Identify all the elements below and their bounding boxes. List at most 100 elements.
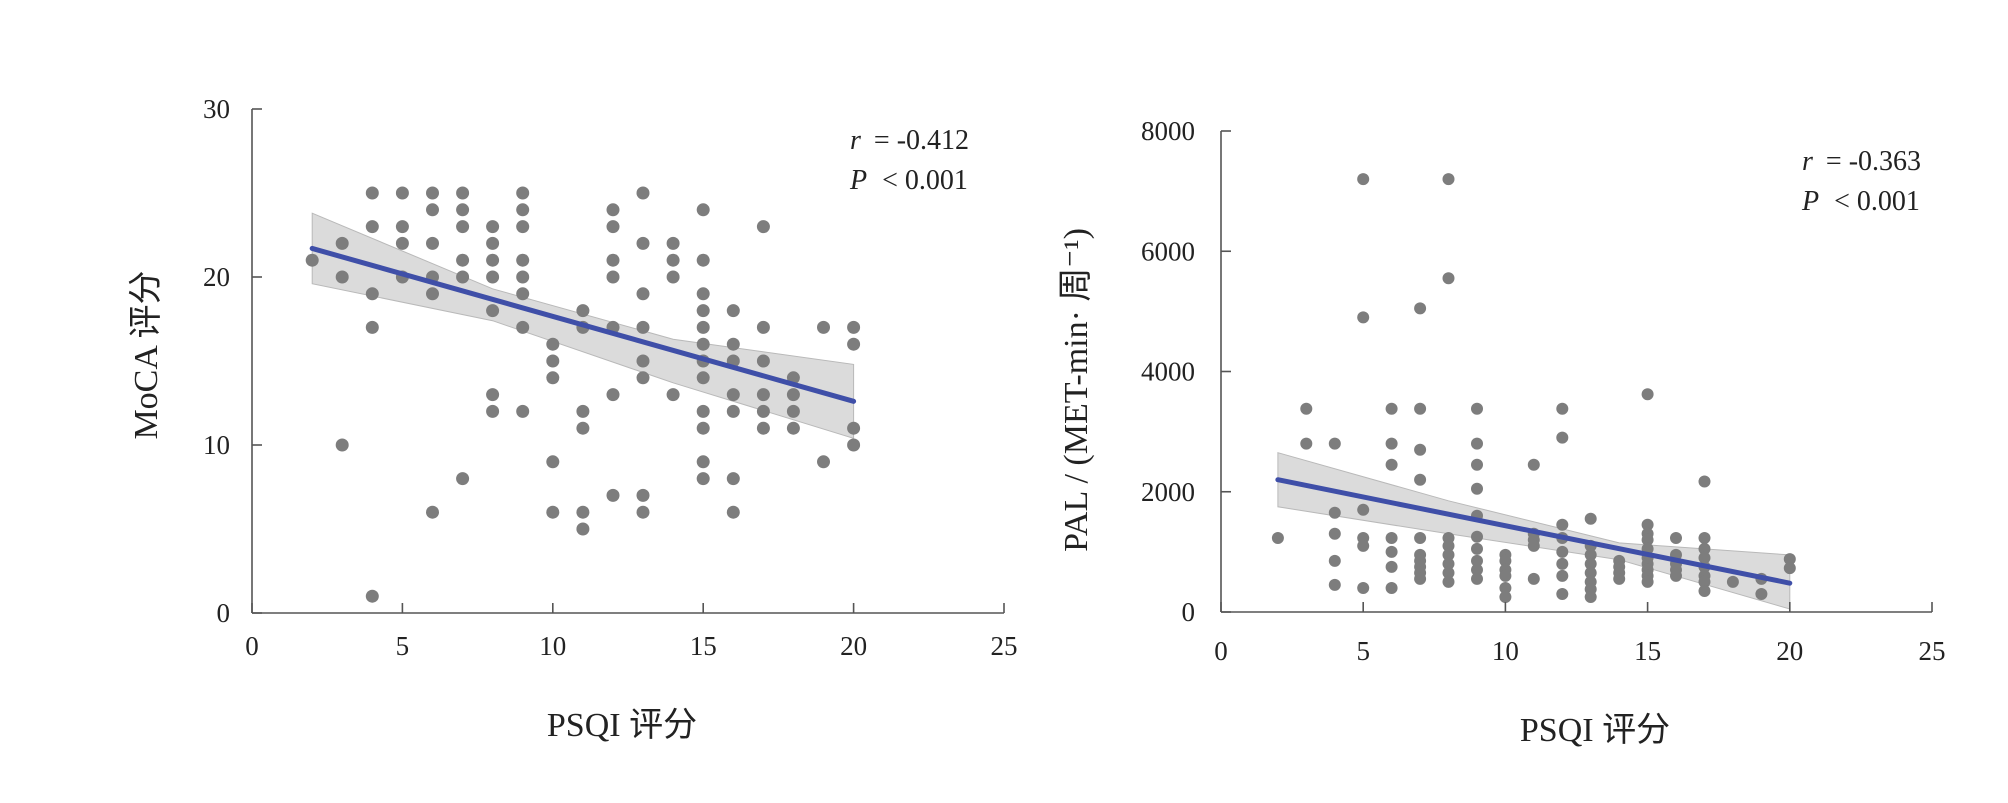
y-tick-label: 10: [203, 430, 230, 460]
data-point: [1442, 566, 1455, 579]
p-value: < 0.001: [1834, 186, 1920, 217]
data-point: [1556, 557, 1569, 570]
y-tick-label: 2000: [1141, 477, 1195, 507]
data-point: [636, 186, 650, 200]
data-point: [1556, 431, 1569, 444]
data-point: [1414, 572, 1427, 585]
data-point: [1556, 588, 1569, 600]
data-point: [606, 203, 620, 217]
x-axis-title: PSQI 评分: [1520, 712, 1670, 749]
data-point: [1698, 475, 1711, 488]
data-point: [1499, 554, 1512, 567]
data-point: [726, 304, 740, 318]
data-point: [1584, 548, 1597, 561]
data-point: [636, 320, 650, 334]
data-point: [1471, 402, 1483, 415]
data-point: [365, 186, 379, 200]
data-point: [1499, 582, 1512, 594]
p-symbol: P: [1801, 186, 1819, 217]
data-point: [576, 421, 590, 435]
data-point: [1385, 532, 1398, 544]
data-point: [576, 522, 590, 536]
data-point: [1556, 569, 1569, 582]
data-point: [726, 404, 740, 418]
data-point: [726, 388, 740, 402]
y-tick-label: 0: [217, 598, 231, 628]
data-point: [1471, 530, 1483, 543]
x-tick-label: 25: [991, 631, 1018, 661]
data-point: [726, 505, 740, 519]
data-point: [426, 236, 439, 250]
data-point: [546, 337, 560, 351]
data-point: [666, 253, 680, 267]
data-point: [1442, 173, 1455, 186]
data-point: [516, 404, 530, 418]
x-tick-label: 25: [1919, 636, 1946, 666]
data-point: [696, 253, 710, 267]
data-point: [726, 337, 740, 351]
data-point: [1414, 443, 1427, 456]
data-point: [1414, 402, 1427, 415]
data-point: [1726, 575, 1739, 588]
data-point: [756, 354, 770, 368]
data-point: [576, 404, 590, 418]
data-point: [1698, 532, 1711, 544]
data-point: [1670, 532, 1682, 544]
data-point: [1300, 402, 1313, 415]
data-point: [1442, 548, 1455, 561]
data-point: [456, 472, 470, 486]
data-point: [516, 287, 530, 301]
x-tick-label: 5: [396, 631, 410, 661]
data-point: [1698, 542, 1711, 555]
data-point: [1414, 302, 1427, 315]
data-point: [1556, 402, 1569, 415]
data-point: [1527, 458, 1540, 471]
data-point: [516, 186, 530, 200]
data-point: [786, 421, 800, 435]
data-point: [817, 320, 830, 334]
p-value: < 0.001: [882, 165, 968, 196]
y-axis-title: MoCA 评分: [128, 270, 165, 439]
data-point: [1584, 591, 1597, 603]
y-tick-label: 30: [203, 94, 230, 124]
y-tick-label: 20: [203, 262, 230, 292]
data-point: [756, 404, 770, 418]
data-point: [365, 287, 379, 301]
data-point: [395, 236, 409, 250]
data-point: [606, 270, 620, 284]
data-point: [636, 371, 650, 385]
data-point: [1385, 560, 1398, 573]
data-point: [1357, 582, 1370, 594]
data-point: [817, 455, 830, 469]
data-point: [516, 270, 530, 284]
data-point: [696, 404, 710, 418]
data-point: [1670, 569, 1682, 582]
data-point: [1471, 563, 1483, 576]
r-value: = -0.412: [874, 125, 969, 156]
y-tick-label: 6000: [1141, 236, 1195, 266]
data-point: [1471, 458, 1483, 471]
data-point: [666, 388, 680, 402]
data-point: [1385, 437, 1398, 450]
data-point: [1328, 437, 1341, 450]
pal-scatter-panel: 0 5 10 15 20 25 0 2000 4000 6000 8000 PSQI 评分 PAL …: [1058, 116, 1946, 749]
data-point: [1385, 402, 1398, 415]
data-point: [395, 186, 409, 200]
data-point: [1584, 566, 1597, 579]
data-point: [1471, 437, 1483, 450]
data-point: [486, 388, 500, 402]
data-point: [1783, 553, 1796, 566]
regression-line: [1275, 477, 1793, 586]
data-point: [335, 438, 349, 452]
data-point: [1755, 588, 1768, 600]
data-point: [636, 287, 650, 301]
data-point: [847, 320, 861, 334]
x-tick-label: 10: [1492, 636, 1519, 666]
x-tick-label: 0: [245, 631, 259, 661]
y-tick-label: 0: [1182, 597, 1196, 627]
data-point: [606, 388, 620, 402]
data-point: [1556, 545, 1569, 558]
data-point: [516, 253, 530, 267]
data-point: [426, 505, 439, 519]
data-point: [1385, 458, 1398, 471]
